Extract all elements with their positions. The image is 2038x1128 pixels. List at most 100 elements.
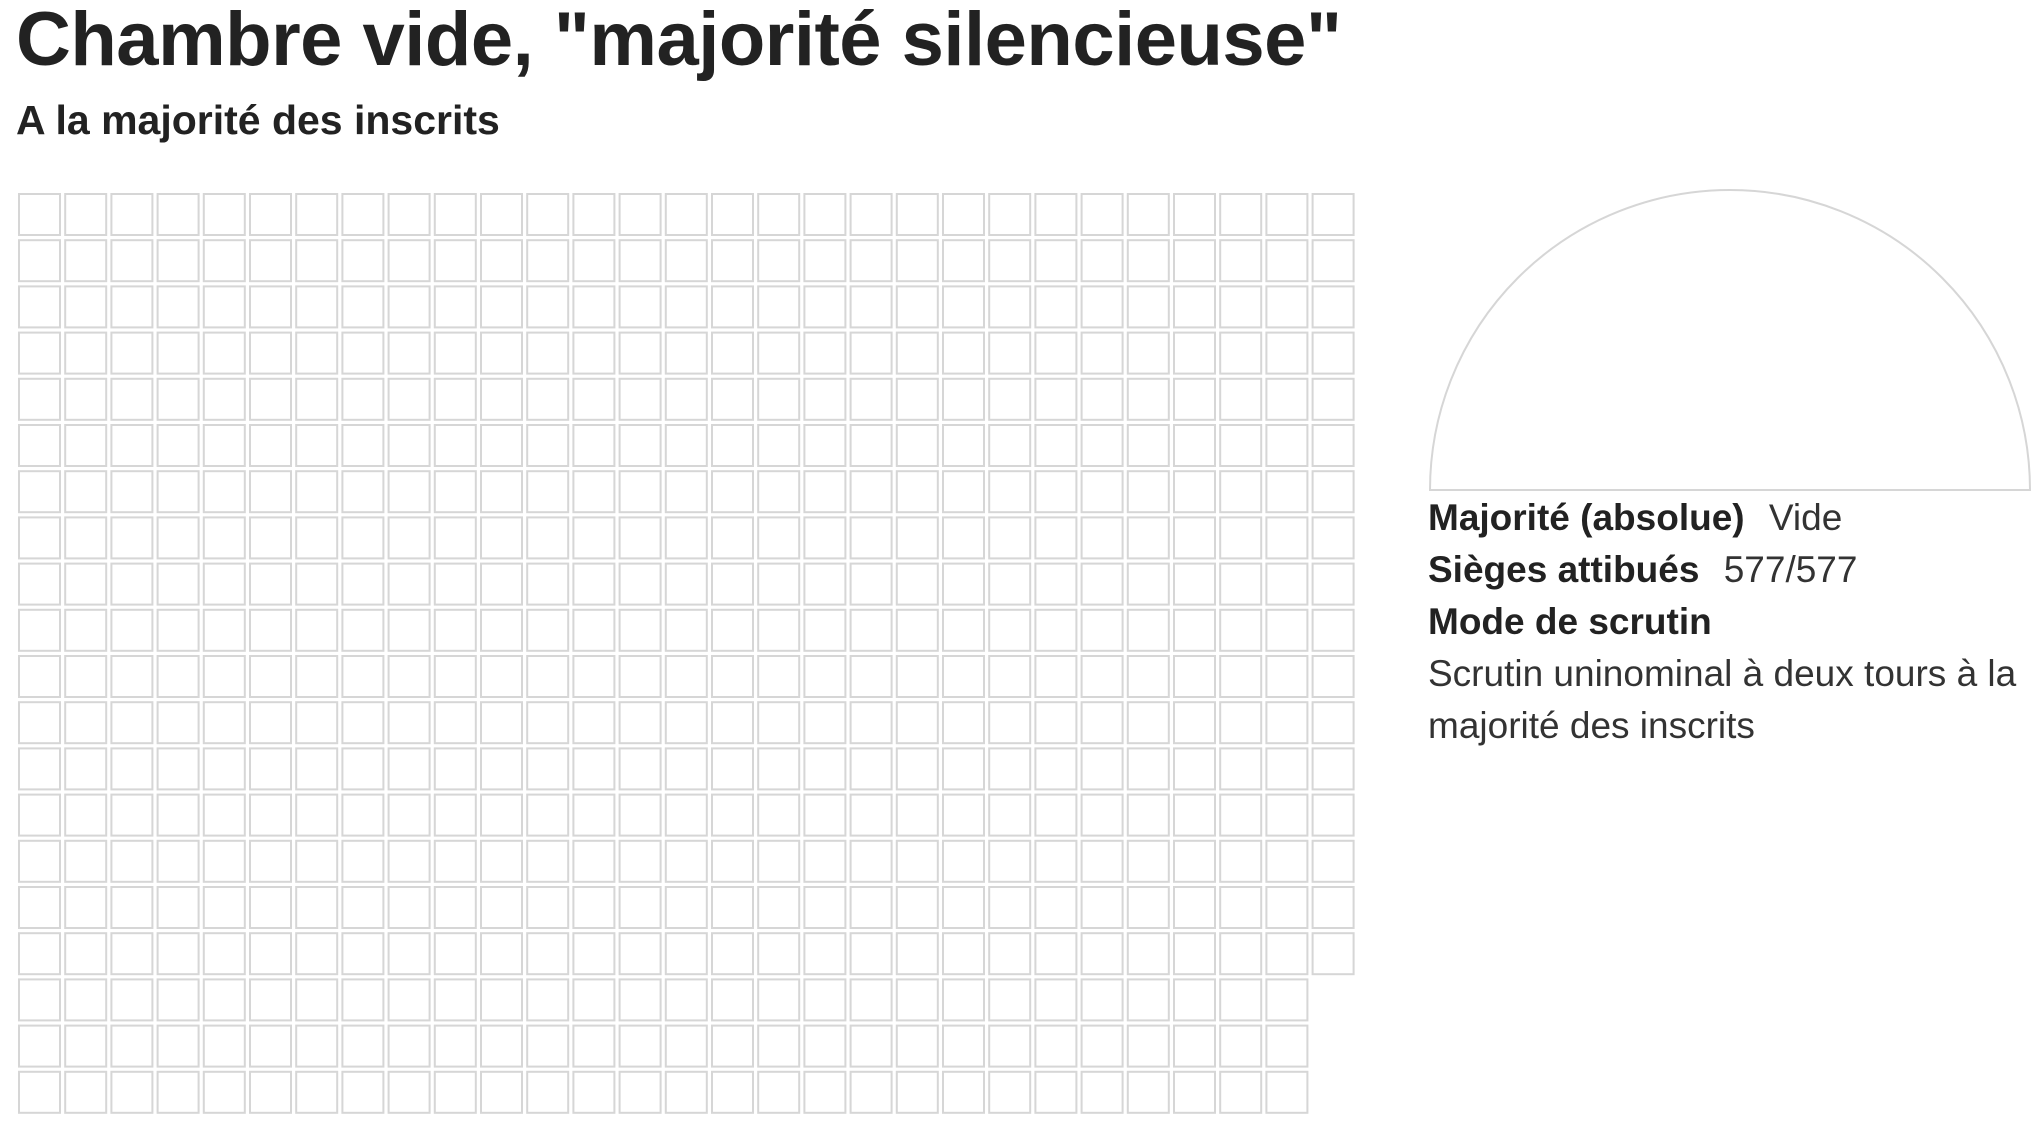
seat-square (64, 193, 108, 236)
seat-square (572, 608, 616, 652)
seat-square (156, 470, 200, 514)
seat-square (757, 1024, 801, 1068)
seat-square (1080, 562, 1124, 606)
seat-square (1080, 331, 1124, 375)
seat-square (202, 1070, 246, 1114)
seat-square (988, 608, 1032, 652)
seat-square (895, 839, 939, 883)
seat-square (849, 886, 893, 929)
seat-square (202, 239, 246, 283)
seat-square (1126, 978, 1170, 1022)
seat-square (526, 470, 570, 514)
seat-square (988, 377, 1032, 421)
seat-square (1265, 424, 1309, 467)
seat-square (64, 932, 108, 976)
seat-square (110, 932, 154, 976)
seat-square (295, 424, 339, 467)
seat-square (64, 608, 108, 652)
seat-square (18, 747, 61, 791)
seat-square (1311, 285, 1355, 329)
seat-square (1034, 516, 1078, 560)
seat-square (480, 701, 523, 745)
seat-square (1219, 839, 1263, 883)
seat-square (480, 1024, 523, 1068)
seat-square (526, 932, 570, 976)
seat-square (64, 377, 108, 421)
seat-square (1173, 377, 1216, 421)
seat-square (1080, 424, 1124, 467)
seat-square (18, 978, 61, 1022)
seat-square (1126, 608, 1170, 652)
seat-square (249, 1070, 292, 1114)
seat-square (526, 839, 570, 883)
seat-square (387, 932, 431, 976)
seat-square (572, 424, 616, 467)
seat-square (664, 562, 708, 606)
seat-square (341, 608, 385, 652)
seats-label: Sièges attibués (1428, 549, 1700, 590)
seat-square (1265, 886, 1309, 929)
seat-square (664, 701, 708, 745)
seat-square (110, 978, 154, 1022)
seat-square (156, 331, 200, 375)
seat-square (1173, 1070, 1216, 1114)
seat-square (526, 1070, 570, 1114)
seat-square (1126, 839, 1170, 883)
seat-square (1219, 932, 1263, 976)
seat-square (711, 470, 754, 514)
seat-square (1173, 932, 1216, 976)
seat-square (988, 470, 1032, 514)
seat-square (64, 470, 108, 514)
seat-square (849, 655, 893, 698)
seat-square (387, 839, 431, 883)
seat-square (202, 193, 246, 236)
seat-square (803, 932, 847, 976)
seat-square (618, 562, 662, 606)
seat-square (1173, 655, 1216, 698)
seat-square (1034, 793, 1078, 837)
seat-square (64, 747, 108, 791)
seat-square (387, 1024, 431, 1068)
seat-square (433, 562, 477, 606)
seat-square (803, 470, 847, 514)
seat-square (664, 1024, 708, 1068)
seat-square (1034, 331, 1078, 375)
seat-square (1265, 793, 1309, 837)
seat-square (1173, 285, 1216, 329)
voting-mode-description: Scrutin uninominal à deux tours à la maj… (1428, 653, 2017, 746)
seat-square (1311, 562, 1355, 606)
seat-square (1080, 793, 1124, 837)
seat-square (480, 747, 523, 791)
seat-square (572, 331, 616, 375)
seat-square (618, 193, 662, 236)
seat-square (433, 424, 477, 467)
seat-square (664, 655, 708, 698)
seat-square (849, 377, 893, 421)
seat-square (988, 424, 1032, 467)
seat-square (480, 193, 523, 236)
seat-square (1219, 793, 1263, 837)
seat-square (1034, 193, 1078, 236)
seat-square (1173, 701, 1216, 745)
seat-square (18, 285, 61, 329)
seat-square (572, 886, 616, 929)
seat-square (572, 978, 616, 1022)
seat-square (295, 377, 339, 421)
seat-square (942, 1070, 985, 1114)
seat-square (341, 701, 385, 745)
seat-square (18, 701, 61, 745)
seat-square (1126, 701, 1170, 745)
seat-square (64, 886, 108, 929)
seat-square (895, 608, 939, 652)
seat-square (895, 701, 939, 745)
seat-square (156, 839, 200, 883)
seat-square (18, 377, 61, 421)
seat-square (387, 562, 431, 606)
seat-square (1311, 331, 1355, 375)
seat-square (249, 701, 292, 745)
seat-square (202, 516, 246, 560)
seat-square (110, 886, 154, 929)
seat-square (249, 516, 292, 560)
seat-square (1080, 193, 1124, 236)
seat-square (618, 377, 662, 421)
